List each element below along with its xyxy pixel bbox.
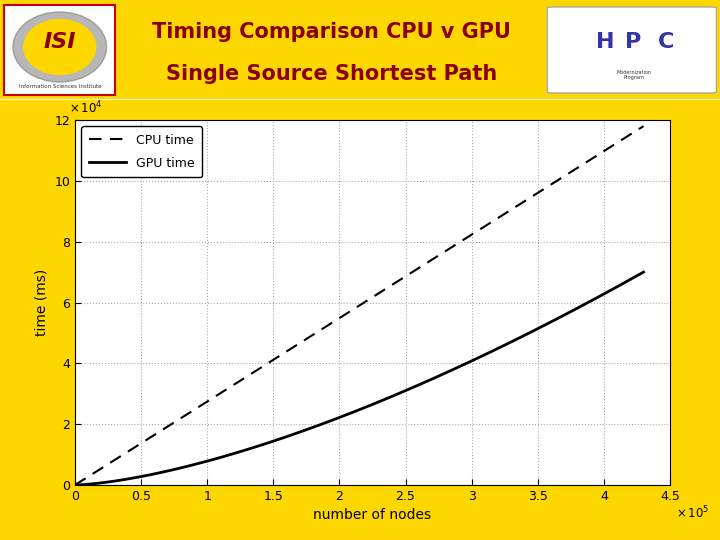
Text: P: P	[626, 32, 642, 52]
GPU time	[518, 333, 527, 340]
X-axis label: number of nodes: number of nodes	[313, 509, 431, 522]
Text: $\times\,10^{4}$: $\times\,10^{4}$	[69, 100, 103, 116]
CPU time	[332, 317, 341, 323]
Text: Information Sciences Institute: Information Sciences Institute	[19, 84, 101, 90]
Ellipse shape	[24, 19, 96, 75]
GPU time	[99, 480, 108, 486]
CPU time	[347, 307, 356, 314]
Text: Single Source Shortest Path: Single Source Shortest Path	[166, 64, 497, 84]
FancyBboxPatch shape	[4, 5, 115, 95]
Text: ISI: ISI	[43, 32, 76, 52]
CPU time	[99, 463, 108, 470]
Text: H: H	[595, 32, 614, 52]
CPU time	[518, 199, 527, 206]
GPU time	[71, 482, 79, 488]
Text: $\times\,10^{5}$: $\times\,10^{5}$	[676, 505, 709, 522]
GPU time	[332, 415, 341, 422]
CPU time	[623, 133, 631, 140]
Text: C: C	[658, 32, 674, 52]
Text: Modernization
Program: Modernization Program	[616, 70, 651, 80]
Text: Timing Comparison CPU v GPU: Timing Comparison CPU v GPU	[152, 22, 510, 42]
CPU time	[639, 123, 648, 130]
GPU time	[347, 409, 356, 416]
FancyBboxPatch shape	[547, 7, 716, 93]
Line: GPU time: GPU time	[75, 272, 644, 485]
Legend: CPU time, GPU time: CPU time, GPU time	[81, 126, 202, 177]
CPU time	[71, 482, 79, 488]
GPU time	[639, 269, 648, 275]
Line: CPU time: CPU time	[75, 126, 644, 485]
Ellipse shape	[13, 12, 107, 82]
CPU time	[623, 133, 631, 140]
GPU time	[623, 278, 631, 285]
GPU time	[623, 278, 631, 285]
Y-axis label: time (ms): time (ms)	[35, 269, 49, 336]
